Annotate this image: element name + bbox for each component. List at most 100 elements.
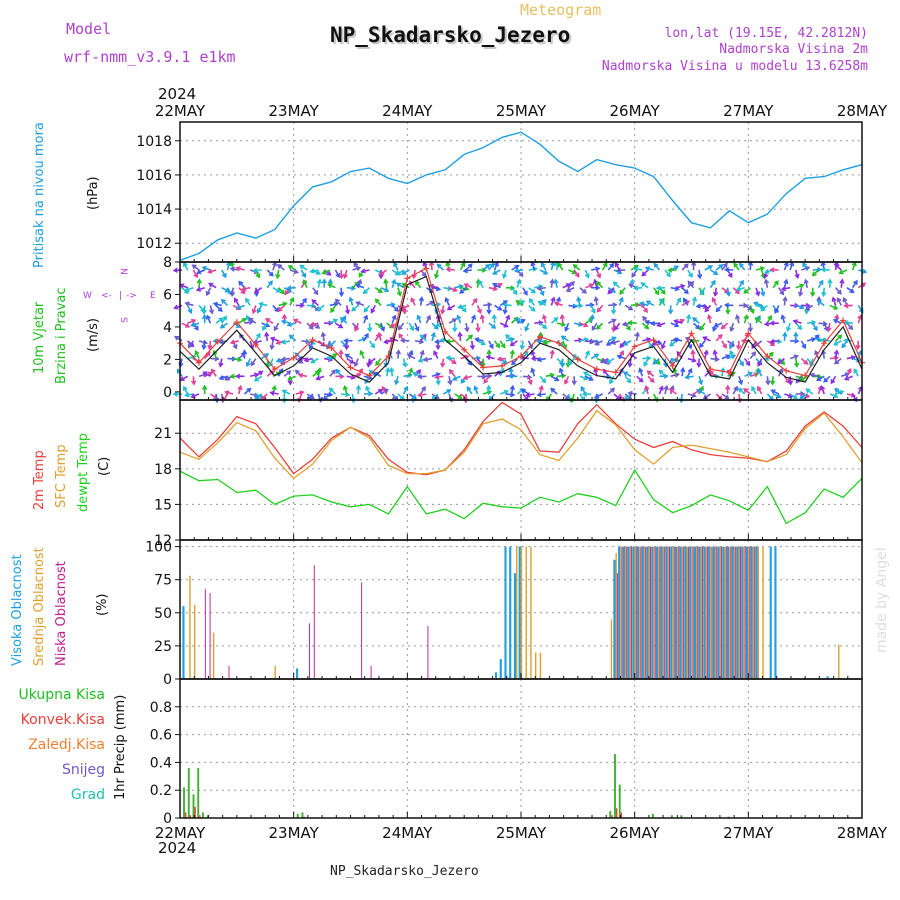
wind-arrow-head xyxy=(268,361,274,368)
wind-arrow-head xyxy=(486,349,492,355)
wind-arrow-head xyxy=(530,306,536,312)
wind-arrow-head xyxy=(408,367,414,373)
cloud-high-bar xyxy=(296,668,299,679)
cloud-mid-bar xyxy=(748,546,750,679)
temp-sfc-line xyxy=(179,409,863,480)
y-tick-label: 50 xyxy=(154,606,172,622)
wind-arrow-head xyxy=(269,390,275,396)
wind-arrow-head xyxy=(196,269,202,275)
cloud-high-bar xyxy=(504,546,507,679)
x-tick-label-bottom: 26MAY xyxy=(610,824,661,842)
wind-arrow-head xyxy=(655,285,662,291)
wind-arrow-head xyxy=(519,344,525,351)
wind-arrow-head xyxy=(309,268,315,274)
wind-arrow-head xyxy=(309,394,315,400)
wind-arrow-head xyxy=(395,282,401,288)
wind-arrow-head xyxy=(245,297,250,303)
wind-arrow-head xyxy=(471,314,477,320)
wind-arrow-head xyxy=(833,393,839,399)
wind-arrow-head xyxy=(256,308,262,314)
wind-arrow-head xyxy=(530,288,536,294)
wind-arrow-head xyxy=(328,320,334,326)
wind-gust-marker xyxy=(518,353,524,360)
wind-arrow-head xyxy=(559,362,566,368)
wind-compass-legend: W <- | -> E N S xyxy=(83,268,156,323)
year-top: 2024 xyxy=(158,85,196,103)
wind-arrow-head xyxy=(717,334,723,340)
wind-arrow-head xyxy=(229,339,236,345)
wind-arrow-head xyxy=(377,331,383,338)
y-tick-label: 1016 xyxy=(136,168,172,184)
wind-arrow-head xyxy=(833,349,840,355)
wind-arrow-head xyxy=(723,302,730,308)
x-tick-label-top: 24MAY xyxy=(382,102,433,120)
wind-gust-marker xyxy=(366,372,373,379)
cloud-mid-bar xyxy=(762,546,764,679)
wind-arrow-head xyxy=(565,283,572,288)
cloud-mid-bar xyxy=(639,546,641,679)
cloud-mid-bar xyxy=(710,546,712,679)
cloud-mid-bar xyxy=(624,546,627,679)
wind-arrow-head xyxy=(389,322,395,328)
wind-arrow xyxy=(505,334,513,342)
wind-arrow-head xyxy=(407,372,413,379)
cloud-mid-bar xyxy=(691,546,693,679)
wind-arrow-head xyxy=(683,289,689,295)
wind-arrow-head xyxy=(739,361,744,367)
cloud-low-bar xyxy=(725,546,727,679)
wind-gust-marker xyxy=(233,319,240,326)
wind-arrow-head xyxy=(403,385,409,391)
wind-arrow-head xyxy=(281,389,287,395)
wind-arrow-head xyxy=(467,263,473,269)
wind-arrow-head xyxy=(218,362,224,368)
wind-arrow-head xyxy=(383,388,389,394)
wind-arrow-head xyxy=(619,350,625,356)
wind-arrow-head xyxy=(687,367,693,374)
wind-arrow-head xyxy=(362,289,368,295)
y-tick-label: 2 xyxy=(163,352,172,368)
wind-arrow-head xyxy=(206,314,211,320)
y-tick-label: 1018 xyxy=(136,134,172,150)
wind-arrow-head xyxy=(725,384,731,390)
wind-arrow-head xyxy=(473,385,479,391)
wind-arrow-head xyxy=(410,297,416,303)
cloud-mid-bar xyxy=(677,546,679,679)
cloud-low-bar xyxy=(427,626,429,679)
cloud-high-bar xyxy=(727,546,730,679)
wind-arrow-head xyxy=(543,269,549,275)
cloud-low-bar xyxy=(749,546,751,679)
wind-arrow-head xyxy=(491,324,497,329)
wind-arrow-head xyxy=(702,336,708,342)
wind-arrow-head xyxy=(833,304,839,310)
y-tick-label: 18 xyxy=(154,462,172,478)
wind-arrow-head xyxy=(640,282,646,287)
wind-arrow-head xyxy=(593,296,599,302)
cloud-mid-bar xyxy=(516,546,518,679)
cloud-low-bar xyxy=(711,546,713,679)
wind-arrow-head xyxy=(585,350,590,356)
wind-arrow-head xyxy=(485,354,491,361)
wind-arrow-head xyxy=(760,291,766,297)
wind-arrow-head xyxy=(673,265,680,271)
precip-total-bar xyxy=(670,815,673,818)
wind-arrow-head xyxy=(435,380,441,386)
cloud-mid-bar xyxy=(648,546,651,679)
cloud-mid-bar xyxy=(733,546,736,679)
wind-arrow-head xyxy=(515,318,521,323)
cloud-low-bar xyxy=(735,546,737,679)
cloud-high-bar xyxy=(689,546,692,679)
wind-arrow-head xyxy=(625,325,631,331)
wind-arrow-head xyxy=(201,265,207,271)
wind-arrow-head xyxy=(530,367,536,373)
wind-arrow-head xyxy=(783,278,789,285)
wind-arrow-head xyxy=(691,357,697,363)
wind-arrow-head xyxy=(792,319,798,325)
wind-arrow-head xyxy=(737,387,743,393)
wind-arrow-head xyxy=(463,283,469,288)
wind-arrow-head xyxy=(475,327,481,333)
wind-gust-marker xyxy=(347,364,354,371)
wind-arrow-head xyxy=(286,321,292,327)
y-tick-label: 75 xyxy=(154,573,172,589)
cloud-mid-bar xyxy=(757,546,759,679)
precip-total-bar xyxy=(618,784,621,818)
